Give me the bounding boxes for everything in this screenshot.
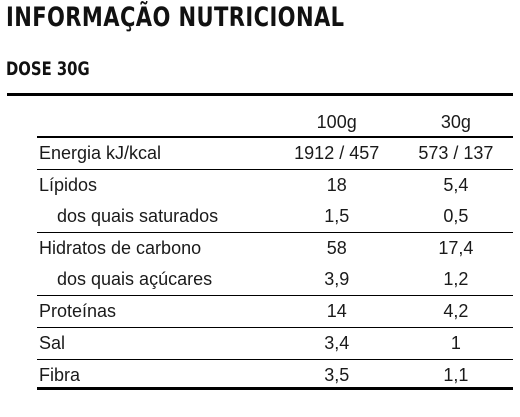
- table-row: Lípidos 18 5,4: [37, 169, 513, 202]
- row-value-100g: 3,9: [324, 269, 350, 289]
- row-label: Energia kJ/kcal: [39, 143, 162, 163]
- row-value-100g: 18: [326, 175, 347, 195]
- row-value-30g: 0,5: [443, 206, 469, 226]
- table-row: dos quais saturados 1,5 0,5: [37, 201, 513, 233]
- top-divider: [7, 93, 513, 96]
- page-title: INFORMAÇÃO NUTRICIONAL: [6, 2, 345, 33]
- row-value-30g: 17,4: [438, 238, 474, 258]
- row-label: Sal: [39, 333, 66, 353]
- row-value-100g: 1,5: [324, 206, 350, 226]
- nutrition-table: 100g 30g Energia kJ/kcal 1912 / 457 573 …: [37, 108, 513, 391]
- bottom-divider: [37, 387, 513, 390]
- row-value-30g: 573 / 137: [418, 143, 494, 163]
- row-label: Fibra: [39, 365, 81, 385]
- table-row: Hidratos de carbono 58 17,4: [37, 232, 513, 265]
- table-row: Fibra 3,5 1,1: [37, 359, 513, 392]
- row-label: Lípidos: [39, 175, 98, 195]
- table-row: Sal 3,4 1: [37, 327, 513, 360]
- row-label: dos quais saturados: [57, 206, 219, 226]
- row-label: dos quais açúcares: [57, 269, 213, 289]
- header-per-100g: 100g: [316, 111, 357, 132]
- row-value-30g: 5,4: [443, 175, 469, 195]
- row-value-30g: 1,2: [443, 269, 469, 289]
- table-header-row: 100g 30g: [37, 108, 513, 137]
- header-per-30g: 30g: [440, 111, 471, 132]
- row-value-30g: 4,2: [443, 301, 469, 321]
- row-value-100g: 14: [326, 301, 347, 321]
- table-row: Energia kJ/kcal 1912 / 457 573 / 137: [37, 137, 513, 170]
- table-row: dos quais açúcares 3,9 1,2: [37, 264, 513, 296]
- header-nutrient: [37, 108, 275, 137]
- row-value-100g: 58: [326, 238, 347, 258]
- row-value-100g: 3,5: [324, 365, 350, 385]
- row-value-30g: 1,1: [443, 365, 469, 385]
- row-label: Hidratos de carbono: [39, 238, 202, 258]
- table-row: Proteínas 14 4,2: [37, 295, 513, 328]
- row-value-100g: 3,4: [324, 333, 350, 353]
- row-label: Proteínas: [39, 301, 117, 321]
- row-value-30g: 1: [450, 333, 461, 353]
- serving-size: DOSE 30G: [6, 58, 90, 80]
- row-value-100g: 1912 / 457: [294, 143, 380, 163]
